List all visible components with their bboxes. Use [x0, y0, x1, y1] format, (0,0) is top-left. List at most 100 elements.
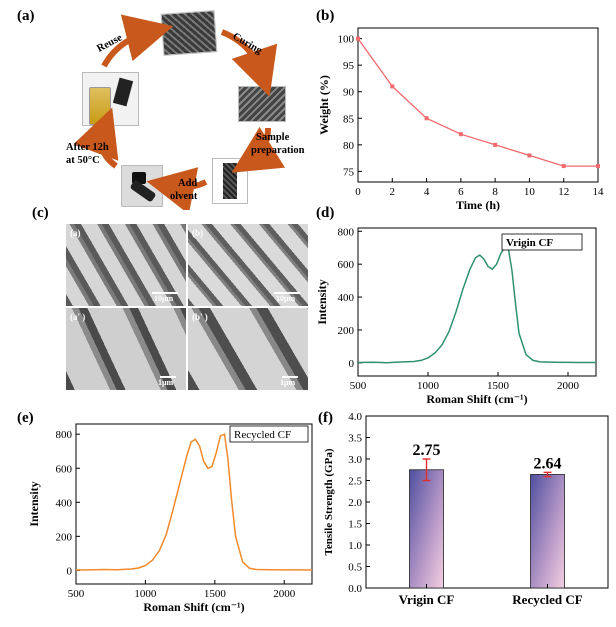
y-tick-label: 0	[67, 565, 73, 577]
data-point	[356, 36, 360, 41]
x-tick-label: 2000	[557, 380, 580, 392]
x-tick-label: 4	[424, 186, 430, 198]
sem-tile: (a' ) 1μm	[66, 308, 186, 390]
panel-a: (a) Reuse Curing Sample preparation Add …	[0, 0, 320, 210]
y-tick-label: 600	[338, 259, 355, 271]
y-tick-label: 800	[56, 429, 73, 441]
panel-label-c: (c)	[32, 205, 49, 221]
panel-label-f: (f)	[318, 410, 333, 426]
arrow-sample-prep	[231, 126, 286, 173]
sem-tile: (a) 10μm	[66, 224, 186, 306]
y-tick-label: 80	[343, 140, 355, 152]
sem-tile: (b) 10μm	[188, 224, 308, 306]
y-tick-label: 200	[56, 531, 73, 543]
x-tick-label: 500	[68, 588, 85, 600]
scale-bar	[152, 292, 178, 294]
x-tick-label: 2000	[273, 588, 296, 600]
sem-tile-label: (a)	[70, 228, 81, 238]
label-after-1: After 12h	[66, 142, 109, 153]
y-axis-label: Weight (%)	[317, 75, 331, 135]
y-tick-label: 85	[343, 113, 355, 125]
y-tick-label: 2.0	[348, 497, 362, 509]
x-tick-label: 0	[355, 186, 361, 198]
x-tick-label: Recycled CF	[512, 592, 582, 607]
x-axis-label: Time (h)	[456, 198, 500, 212]
bar	[530, 474, 565, 589]
chart-raman-virgin: 500 1000 1500 2000 0 200 400 600 800 Roman Shift …	[316, 226, 597, 406]
y-axis-label: Tensile Strength (GPa)	[323, 448, 335, 555]
y-tick-label: 0	[349, 358, 355, 370]
y-tick-label: 95	[343, 60, 355, 72]
x-tick-label: 1500	[487, 380, 510, 392]
y-axis-label: Intensity	[27, 481, 41, 526]
legend-label: Vrigin CF	[506, 237, 553, 249]
label-reuse: Reuse	[95, 32, 124, 54]
x-tick-label: 1000	[417, 380, 440, 392]
y-tick-label: 2.5	[348, 476, 362, 488]
scale-text: 1μm	[158, 378, 174, 387]
data-point	[561, 164, 566, 169]
plot-frame	[357, 27, 599, 183]
data-point	[527, 153, 532, 158]
sem-grid: (a) 10μm (b) 10μm (a' ) 1μm (b' ) 1μm	[66, 224, 308, 390]
arrow-add-solvent	[146, 167, 208, 210]
scale-bar	[160, 376, 176, 378]
y-axis-label: Intensity	[316, 279, 329, 324]
y-tick-label: 90	[343, 87, 355, 99]
y-tick-label: 1.0	[348, 540, 362, 552]
panel-label-a: (a)	[17, 8, 35, 24]
scale-bar	[282, 376, 298, 378]
arrow-reuse	[101, 14, 174, 68]
scale-text: 10μm	[276, 294, 296, 303]
legend-box	[501, 233, 583, 251]
y-tick-label: 75	[343, 166, 355, 178]
arrow-curing	[220, 29, 278, 97]
x-axis-label: Roman Shift (cm⁻¹)	[143, 600, 244, 614]
panel-label-d: (d)	[316, 205, 335, 221]
legend-box	[229, 425, 309, 443]
sem-tile-label: (a' )	[70, 312, 86, 322]
plot-frame	[365, 415, 609, 589]
sem-tile-label: (b' )	[192, 312, 208, 322]
x-tick-label: 500	[350, 380, 367, 392]
x-tick-label: 2	[390, 186, 396, 198]
y-tick-label: 100	[338, 34, 355, 46]
y-tick-label: 0.0	[348, 583, 362, 595]
x-tick-label: 8	[492, 186, 498, 198]
y-tick-label: 800	[338, 226, 355, 238]
legend-label: Recycled CF	[234, 429, 291, 441]
y-tick-label: 400	[338, 292, 355, 304]
data-point	[596, 164, 600, 169]
y-tick-label: 200	[338, 325, 355, 337]
x-tick-label: 10	[524, 186, 536, 198]
y-tick-label: 600	[56, 463, 73, 475]
label-sample-1: Sample	[256, 132, 290, 143]
series-line	[357, 38, 598, 167]
bar-value-label: 2.75	[413, 442, 441, 459]
scale-text: 10μm	[154, 294, 174, 303]
label-sample-2: preparation	[251, 145, 305, 156]
x-tick-label: 12	[558, 186, 569, 198]
process-cycle-diagram: Reuse Curing Sample preparation Add olve…	[66, 14, 305, 210]
x-tick-label: 1500	[204, 588, 227, 600]
y-tick-label: 1.5	[348, 519, 362, 531]
y-tick-label: 4.0	[348, 411, 362, 423]
y-tick-label: 3.5	[348, 433, 362, 445]
x-tick-label: Vrigin CF	[399, 592, 455, 607]
sem-tile: (b' ) 1μm	[188, 308, 308, 390]
series-line	[357, 245, 596, 364]
scale-text: 1μm	[280, 378, 296, 387]
x-tick-label: 1000	[134, 588, 157, 600]
y-tick-label: 3.0	[348, 454, 362, 466]
chart-tensile-strength: 0.0 0.5 1.0 1.5 2.0 2.5 3.0 3.5 4.0 Tensile Stren…	[323, 411, 609, 607]
series-line	[75, 433, 313, 571]
y-tick-label: 400	[56, 497, 73, 509]
plot-frame	[75, 423, 313, 585]
data-point	[424, 116, 429, 121]
label-after-2: at 50°C	[66, 155, 100, 166]
data-point	[458, 132, 463, 137]
scale-bar	[274, 292, 300, 294]
plot-frame	[357, 227, 597, 377]
sem-tile-label: (b)	[192, 228, 203, 238]
data-point	[390, 84, 395, 89]
